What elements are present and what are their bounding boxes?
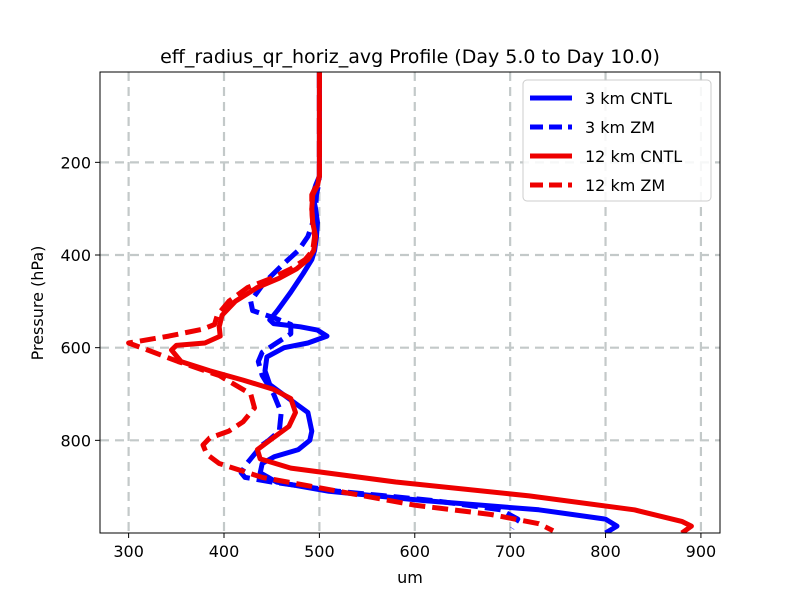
x-tick-label: 900 xyxy=(686,542,717,561)
x-axis-label: um xyxy=(397,568,423,587)
x-tick-label: 600 xyxy=(399,542,430,561)
series-line-3-km-zm xyxy=(238,72,521,530)
y-tick-label: 400 xyxy=(60,246,91,265)
y-tick-label: 600 xyxy=(60,339,91,358)
series-line-12-km-zm xyxy=(126,72,555,533)
x-tick-label: 400 xyxy=(209,542,240,561)
x-tick-label: 700 xyxy=(495,542,526,561)
legend-frame xyxy=(522,79,712,202)
y-tick-label: 800 xyxy=(60,431,91,450)
legend-label: 12 km ZM xyxy=(585,176,665,195)
legend-label: 3 km ZM xyxy=(585,118,655,137)
legend-label: 3 km CNTL xyxy=(585,89,672,108)
plot-area-frame xyxy=(99,71,721,534)
legend: 3 km CNTL 3 km ZM 12 km CNTL 12 km ZM xyxy=(522,79,712,202)
chart-title: eff_radius_qr_horiz_avg Profile (Day 5.0… xyxy=(160,46,660,68)
x-tick-label: 300 xyxy=(113,542,144,561)
x-tick-label: 800 xyxy=(590,542,621,561)
legend-label: 12 km CNTL xyxy=(585,147,682,166)
y-tick-label: 200 xyxy=(60,153,91,172)
y-axis-label: Pressure (hPa) xyxy=(28,246,47,361)
series-layer xyxy=(126,72,694,533)
x-tick-label: 500 xyxy=(304,542,335,561)
ticks: 300 400 500 600 700 800 900 200 400 600 800 xyxy=(60,153,716,561)
